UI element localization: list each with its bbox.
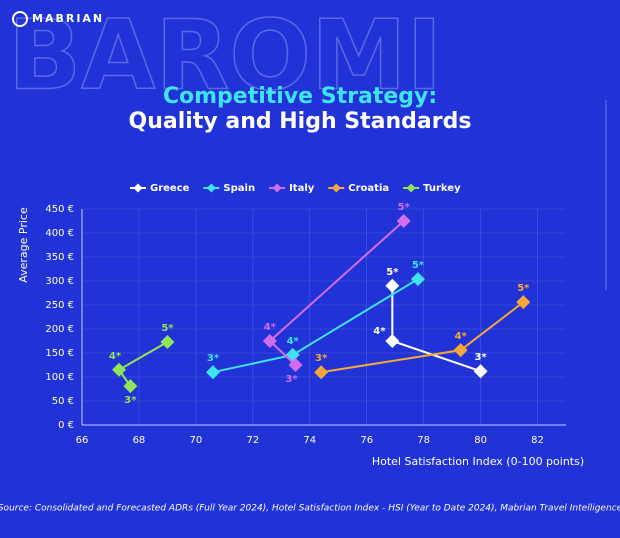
- y-tick-label: 250 €: [45, 300, 74, 311]
- x-tick-label: 80: [474, 435, 487, 446]
- x-tick-label: 68: [133, 435, 146, 446]
- legend-label: Italy: [289, 183, 315, 194]
- point-label: 5*: [412, 260, 425, 271]
- point-label: 3*: [124, 395, 137, 406]
- y-tick-label: 150 €: [45, 348, 74, 359]
- y-tick-label: 300 €: [45, 276, 74, 287]
- legend-marker: [406, 183, 416, 193]
- point-label: 5*: [398, 202, 411, 213]
- point-label: 3*: [474, 352, 487, 363]
- point-label: 5*: [386, 267, 399, 278]
- y-tick-label: 50 €: [52, 396, 74, 407]
- data-point: [160, 334, 175, 349]
- y-tick-label: 400 €: [45, 228, 74, 239]
- point-label: 4*: [287, 336, 300, 347]
- x-tick-label: 70: [190, 435, 203, 446]
- point-label: 3*: [315, 353, 328, 364]
- point-label: 4*: [264, 322, 277, 333]
- point-label: 4*: [109, 351, 122, 362]
- data-point: [285, 347, 300, 362]
- data-point: [473, 364, 488, 379]
- brand: MABRIAN: [32, 12, 104, 25]
- data-point: [516, 295, 531, 310]
- background-word: BAROMI: [8, 0, 442, 111]
- legend-marker: [206, 183, 216, 193]
- point-label: 5*: [161, 323, 174, 334]
- x-axis-title: Hotel Satisfaction Index (0-100 points): [372, 455, 584, 468]
- x-tick-label: 72: [246, 435, 259, 446]
- chart-subtitle: Quality and High Standards: [129, 109, 472, 134]
- legend-label: Spain: [223, 183, 255, 194]
- data-point: [453, 343, 468, 358]
- data-point: [123, 379, 138, 394]
- data-point: [205, 365, 220, 380]
- y-tick-label: 350 €: [45, 252, 74, 263]
- x-tick-label: 78: [417, 435, 430, 446]
- point-label: 5*: [517, 283, 530, 294]
- y-tick-label: 200 €: [45, 324, 74, 335]
- x-tick-label: 76: [360, 435, 373, 446]
- series-line: [117, 341, 168, 387]
- y-tick-label: 100 €: [45, 372, 74, 383]
- data-point: [262, 334, 277, 348]
- data-point: [288, 358, 303, 372]
- data-point: [396, 214, 411, 228]
- legend-marker: [272, 183, 282, 193]
- data-point: [112, 362, 127, 377]
- legend-label: Turkey: [423, 183, 461, 194]
- x-tick-label: 66: [76, 435, 89, 446]
- x-tick-label: 82: [531, 435, 544, 446]
- chart-title: Competitive Strategy:: [163, 84, 437, 109]
- point-label: 4*: [455, 331, 468, 342]
- point-label: 3*: [285, 374, 298, 385]
- y-tick-label: 0 €: [58, 420, 74, 431]
- point-label: 3*: [207, 353, 220, 364]
- source: Source: Consolidated and Forecasted ADRs…: [0, 504, 620, 514]
- legend-label: Greece: [150, 183, 190, 194]
- legend-label: Croatia: [348, 183, 389, 194]
- data-point: [314, 365, 329, 380]
- data-point: [385, 334, 400, 348]
- logo: [12, 11, 28, 27]
- series-line: [320, 301, 524, 374]
- y-axis-title: Average Price: [17, 207, 30, 283]
- legend-marker: [133, 183, 143, 193]
- data-point: [410, 272, 425, 287]
- data-point: [385, 278, 400, 293]
- legend-marker: [331, 183, 341, 193]
- point-label: 4*: [373, 326, 386, 337]
- y-tick-label: 450 €: [45, 204, 74, 215]
- x-tick-label: 74: [303, 435, 316, 446]
